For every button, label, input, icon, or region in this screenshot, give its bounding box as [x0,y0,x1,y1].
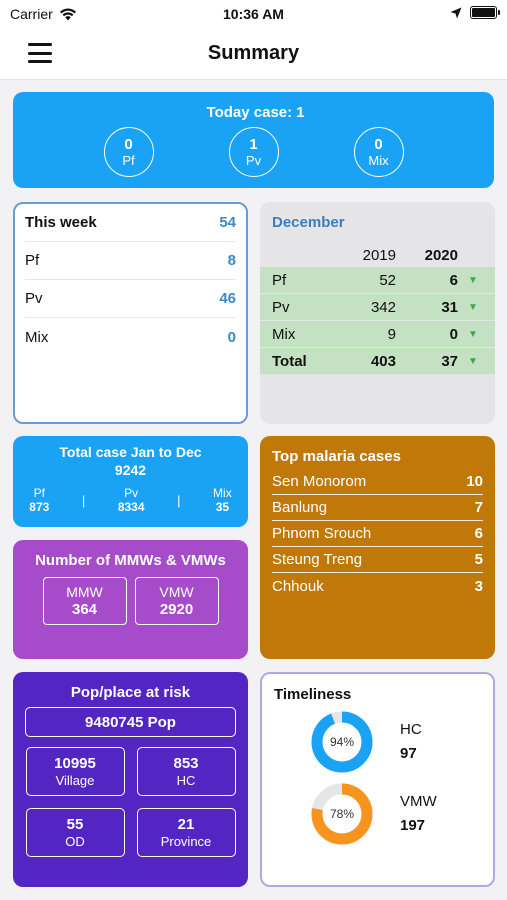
trend-down-icon: ▼ [468,328,478,340]
hc-value: 97 [400,745,417,762]
hc-count-box: 853 HC [136,747,236,796]
separator: | [177,492,181,508]
hamburger-menu-icon[interactable] [28,43,52,63]
list-item: Chhouk 3 [272,577,483,595]
vmw-percent-label: 78% [329,807,355,821]
december-row-total: Total 403 37 ▼ [260,348,495,375]
pop-at-risk-title: Pop/place at risk [70,684,191,701]
today-mix-circle: 0 Mix [353,127,404,177]
mmw-count-box: MMW 364 [42,577,127,625]
vmw-value: 197 [400,817,426,834]
timeliness-vmw-row: 78% VMW 197 [310,782,437,846]
trend-down-icon: ▼ [468,301,478,313]
vmw-donut-chart: 78% [310,782,374,846]
vmw-label: VMW [400,793,437,810]
battery-icon [470,6,500,19]
list-item: Sen Monorom 10 [272,469,483,495]
today-case-total: 1 [296,104,305,121]
list-item: Banlung 7 [272,495,483,521]
nav-bar: Summary [0,28,507,80]
total-case-value: 9242 [114,462,147,478]
total-pf: Pf 873 [29,486,50,514]
december-card[interactable]: December 2019 2020 Pf 52 6 ▼ Pv 342 31 ▼… [260,202,495,424]
status-bar: Carrier 10:36 AM [0,0,507,28]
total-mix: Mix 35 [213,486,232,514]
mmw-vmw-title: Number of MMWs & VMWs [35,552,226,569]
week-total: 54 [219,214,236,231]
timeliness-hc-row: 94% HC 97 [310,710,422,774]
top-malaria-card[interactable]: Top malaria cases Sen Monorom 10 Banlung 7… [260,436,495,659]
year-curr-label: 2020 [424,246,458,264]
vmw-count-box: VMW 2920 [134,577,219,625]
total-pv: Pv 8334 [117,486,145,514]
year-prev-label: 2019 [362,246,396,264]
pop-at-risk-card[interactable]: Pop/place at risk 9480745 Pop 10995 Vill… [13,672,248,887]
hc-percent-label: 94% [329,735,355,749]
location-arrow-icon [450,7,462,18]
today-case-title: Today case: [206,104,293,121]
page-title: Summary [207,42,300,64]
week-row-pf: Pf 8 [25,242,236,280]
list-item: Steung Treng 5 [272,547,483,573]
pop-total-box: 9480745 Pop [25,707,236,737]
hc-label: HC [400,721,422,738]
total-case-card[interactable]: Total case Jan to Dec 9242 Pf 873 | Pv 8… [13,436,248,527]
december-row-pv: Pv 342 31 ▼ [260,294,495,321]
december-header-row: 2019 2020 [260,243,495,267]
today-pv-circle: 1 Pv [228,127,279,177]
top-malaria-title: Top malaria cases [272,448,401,465]
hc-donut-chart: 94% [310,710,374,774]
this-week-card[interactable]: This week 54 Pf 8 Pv 46 Mix 0 [13,202,248,424]
wifi-icon [59,8,76,20]
status-time: 10:36 AM [223,6,284,22]
list-item: Phnom Srouch 6 [272,521,483,547]
week-header-row: This week 54 [25,204,236,242]
week-row-pv: Pv 46 [25,280,236,318]
od-count-box: 55 OD [25,808,125,857]
trend-down-icon: ▼ [468,355,478,367]
timeliness-title: Timeliness [274,686,352,703]
mmw-vmw-card[interactable]: Number of MMWs & VMWs MMW 364 VMW 2920 [13,540,248,659]
trend-down-icon: ▼ [468,274,478,286]
today-pf-circle: 0 Pf [103,127,154,177]
total-case-title: Total case Jan to Dec [59,444,202,460]
separator: | [81,492,86,508]
week-row-mix: Mix 0 [25,328,236,346]
today-case-card[interactable]: Today case: 1 0 Pf 1 Pv 0 Mix [13,92,494,188]
timeliness-card[interactable]: Timeliness 94% HC 97 78% VMW 197 [260,672,495,887]
week-title: This week [25,214,97,231]
carrier-label: Carrier [10,6,53,22]
province-count-box: 21 Province [136,808,236,857]
village-count-box: 10995 Village [25,747,125,796]
december-title: December [272,214,345,231]
december-row-pf: Pf 52 6 ▼ [260,267,495,294]
december-row-mix: Mix 9 0 ▼ [260,321,495,348]
